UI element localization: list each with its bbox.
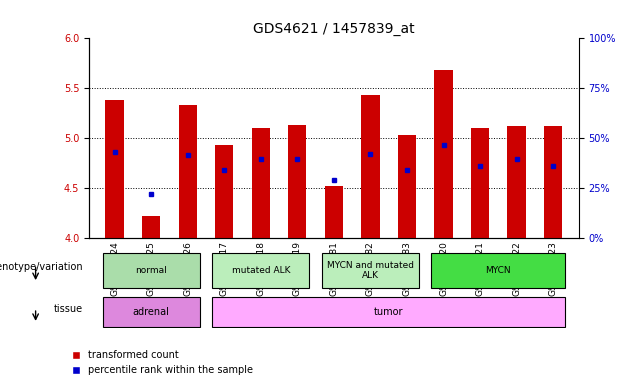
- Text: tissue: tissue: [53, 304, 83, 314]
- Text: MYCN: MYCN: [485, 266, 511, 275]
- Legend: transformed count, percentile rank within the sample: transformed count, percentile rank withi…: [69, 346, 257, 379]
- Text: tumor: tumor: [374, 307, 403, 317]
- Bar: [544, 126, 562, 238]
- Text: MYCN and mutated
ALK: MYCN and mutated ALK: [327, 261, 414, 280]
- Bar: [179, 105, 197, 238]
- Bar: [471, 128, 489, 238]
- Bar: [431, 253, 565, 288]
- Text: genotype/variation: genotype/variation: [0, 262, 83, 272]
- Bar: [288, 125, 307, 238]
- Bar: [102, 253, 200, 288]
- Bar: [212, 253, 310, 288]
- Text: normal: normal: [135, 266, 167, 275]
- Bar: [325, 186, 343, 238]
- Bar: [106, 100, 124, 238]
- Bar: [142, 216, 160, 238]
- Bar: [212, 297, 565, 327]
- Bar: [434, 70, 453, 238]
- Bar: [361, 95, 380, 238]
- Bar: [252, 128, 270, 238]
- Bar: [215, 145, 233, 238]
- Bar: [102, 297, 200, 327]
- Bar: [322, 253, 419, 288]
- Bar: [398, 135, 416, 238]
- Text: mutated ALK: mutated ALK: [232, 266, 290, 275]
- Title: GDS4621 / 1457839_at: GDS4621 / 1457839_at: [253, 22, 415, 36]
- Text: adrenal: adrenal: [133, 307, 170, 317]
- Bar: [508, 126, 526, 238]
